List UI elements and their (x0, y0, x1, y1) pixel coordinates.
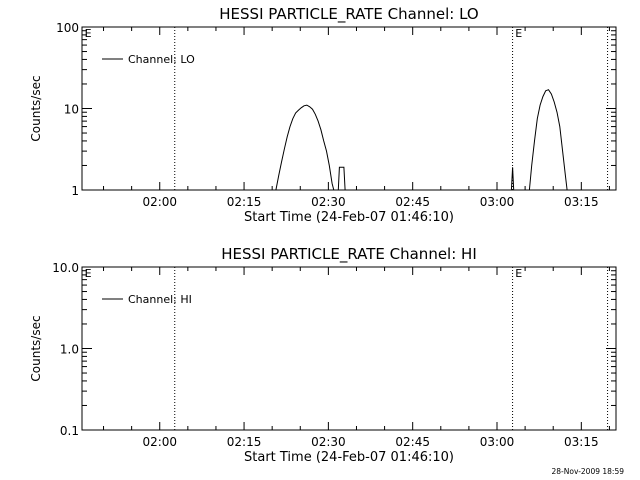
event-marker-label: E (515, 267, 522, 280)
event-marker-label: E (85, 27, 92, 40)
x-axis-label: Start Time (24-Feb-07 01:46:10) (244, 210, 454, 225)
chart-title: HESSI PARTICLE_RATE Channel: HI (221, 245, 477, 264)
x-tick-label: 03:00 (480, 435, 515, 449)
y-tick-label: 1.0 (60, 343, 79, 357)
event-marker-label: E (515, 27, 522, 40)
x-tick-label: 02:15 (227, 435, 262, 449)
plot-timestamp: 28-Nov-2009 18:59 (552, 467, 625, 476)
x-tick-label: 02:00 (142, 195, 177, 209)
lo-channel-panel: HESSI PARTICLE_RATE Channel: LO 02:00 02:1… (29, 5, 617, 225)
chart-title: HESSI PARTICLE_RATE Channel: LO (219, 5, 478, 24)
legend-label: Channel: LO (128, 53, 195, 66)
x-tick-label: 02:30 (311, 435, 346, 449)
data-line-segment (528, 89, 568, 191)
y-tick-label: 0.1 (60, 424, 79, 438)
y-tick-label: 100 (56, 21, 79, 35)
x-tick-label: 02:45 (395, 195, 430, 209)
x-tick-label: 02:15 (227, 195, 262, 209)
data-line-segment (510, 167, 515, 191)
data-line-segment (275, 104, 335, 191)
y-axis-label: Counts/sec (29, 75, 43, 141)
x-axis-label: Start Time (24-Feb-07 01:46:10) (244, 450, 454, 465)
event-marker-label: E (85, 267, 92, 280)
y-tick-label: 10 (64, 103, 79, 117)
x-tick-label: 02:30 (311, 195, 346, 209)
x-tick-label: 03:15 (564, 195, 599, 209)
data-line-segment (337, 166, 346, 191)
x-tick-label: 03:00 (480, 195, 515, 209)
y-tick-label: 10.0 (52, 261, 79, 275)
x-tick-label: 02:45 (395, 435, 430, 449)
y-axis-label: Counts/sec (29, 315, 43, 381)
legend-label: Channel: HI (128, 293, 192, 306)
plot-frame (81, 266, 617, 431)
plot-frame (81, 26, 617, 191)
x-tick-label: 03:15 (564, 435, 599, 449)
y-tick-label: 1 (71, 184, 79, 198)
hi-channel-panel: HESSI PARTICLE_RATE Channel: HI 02:00 02:1… (29, 245, 617, 465)
x-tick-label: 02:00 (142, 435, 177, 449)
